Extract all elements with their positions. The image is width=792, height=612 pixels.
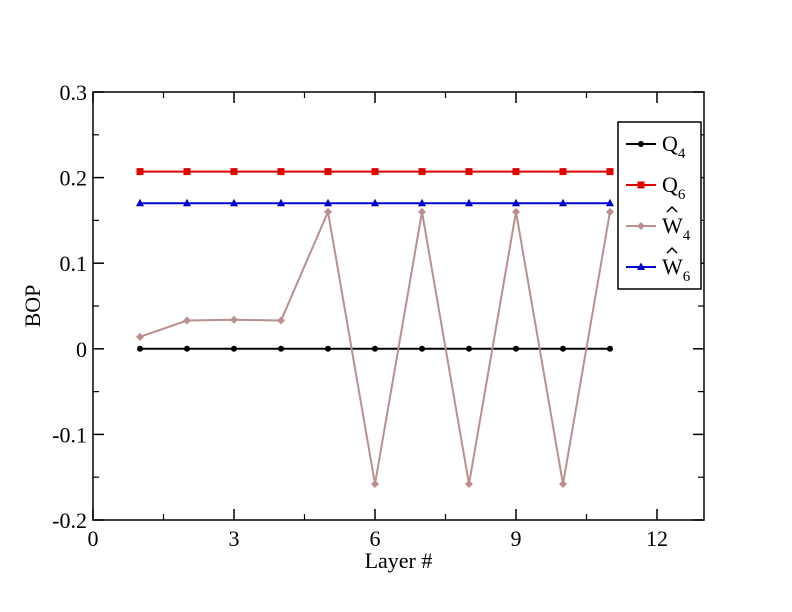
legend-marker	[638, 141, 644, 147]
data-point	[183, 316, 191, 325]
data-point	[371, 480, 379, 489]
data-point	[371, 198, 379, 207]
data-point	[419, 345, 425, 352]
legend-marker	[637, 222, 645, 230]
data-point	[184, 345, 190, 352]
data-point	[277, 316, 285, 325]
data-point	[277, 198, 285, 207]
ticks-layer: 0 3 6 9 12 -0.2 -0.1 0 0.1 0.2 0.3	[52, 80, 704, 551]
y-tick-label: 0	[76, 337, 87, 362]
data-point	[512, 207, 520, 216]
y-tick-label: -0.2	[52, 508, 87, 533]
legend-hat-accent	[666, 205, 678, 213]
series-Q6	[136, 168, 614, 176]
data-point	[465, 198, 473, 207]
data-point	[606, 198, 614, 207]
data-point	[136, 332, 144, 341]
legend-subscript: 6	[683, 269, 691, 285]
x-tick-label: 12	[646, 526, 668, 551]
data-point	[559, 198, 567, 207]
data-point	[372, 345, 378, 352]
data-point	[230, 315, 238, 324]
data-point	[183, 198, 191, 207]
y-axis-title: BOP	[20, 285, 45, 328]
x-tick-label: 6	[370, 526, 381, 551]
data-point	[559, 480, 567, 489]
data-point	[607, 345, 613, 352]
data-point	[418, 168, 426, 176]
data-point	[324, 168, 332, 176]
data-point	[277, 168, 285, 176]
data-point	[606, 207, 614, 216]
y-tick-label: 0.1	[60, 251, 88, 276]
legend-hat-accent	[666, 246, 678, 254]
data-point	[230, 168, 238, 176]
legend-marker	[637, 262, 645, 270]
series-Ŵ4	[136, 207, 614, 489]
data-point	[136, 168, 144, 176]
x-tick-label: 9	[511, 526, 522, 551]
series-layer	[136, 168, 614, 489]
series-Q4	[137, 345, 613, 352]
legend-box	[617, 121, 702, 290]
data-point	[465, 480, 473, 489]
y-tick-label: -0.1	[52, 422, 87, 447]
data-point	[230, 198, 238, 207]
data-point	[325, 345, 331, 352]
data-point	[324, 198, 332, 207]
data-point	[137, 345, 143, 352]
legend-subscript: 6	[678, 187, 686, 203]
data-point	[606, 168, 614, 176]
data-point	[418, 198, 426, 207]
data-point	[183, 168, 191, 176]
x-tick-label: 3	[229, 526, 240, 551]
data-point	[231, 345, 237, 352]
series-Ŵ6	[136, 198, 614, 207]
x-axis-title: Layer #	[365, 548, 433, 573]
data-point	[466, 345, 472, 352]
data-point	[324, 207, 332, 216]
data-point	[136, 198, 144, 207]
y-tick-label: 0.3	[60, 80, 88, 105]
legend-subscript: 4	[683, 228, 691, 244]
data-point	[513, 345, 519, 352]
data-point	[560, 345, 566, 352]
data-point	[418, 207, 426, 216]
data-point	[512, 168, 520, 176]
legend-subscript: 4	[678, 146, 686, 162]
x-tick-label: 0	[88, 526, 99, 551]
data-point	[559, 168, 567, 176]
data-point	[371, 168, 379, 176]
data-point	[278, 345, 284, 352]
data-point	[512, 198, 520, 207]
data-point	[465, 168, 473, 176]
y-tick-label: 0.2	[60, 166, 88, 191]
legend-marker	[637, 181, 645, 189]
